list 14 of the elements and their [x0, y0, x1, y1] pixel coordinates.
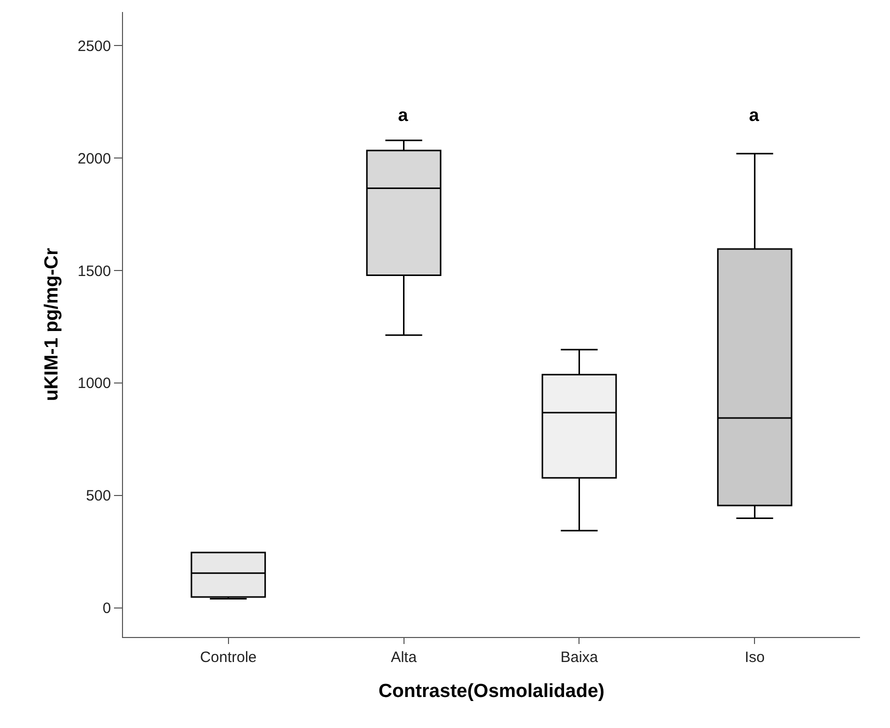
y-tick-label: 2000	[78, 150, 111, 168]
y-tick-label: 1500	[78, 262, 111, 280]
x-axis-title: Contraste(Osmolalidade)	[378, 680, 604, 702]
x-tick-label: Iso	[744, 649, 765, 666]
x-tick-label: Baixa	[560, 649, 599, 666]
y-tick-label: 2500	[78, 38, 111, 55]
x-tick-label: Alta	[390, 649, 418, 666]
y-tick-label: 0	[102, 600, 111, 618]
y-axis-title: uKIM-1 pg/mg-Cr	[41, 247, 62, 402]
x-tick-label: Controle	[200, 649, 257, 666]
annotation: a	[398, 105, 409, 125]
y-tick-label: 1000	[78, 375, 111, 392]
y-tick-label: 500	[86, 488, 111, 505]
annotation: a	[749, 105, 760, 125]
